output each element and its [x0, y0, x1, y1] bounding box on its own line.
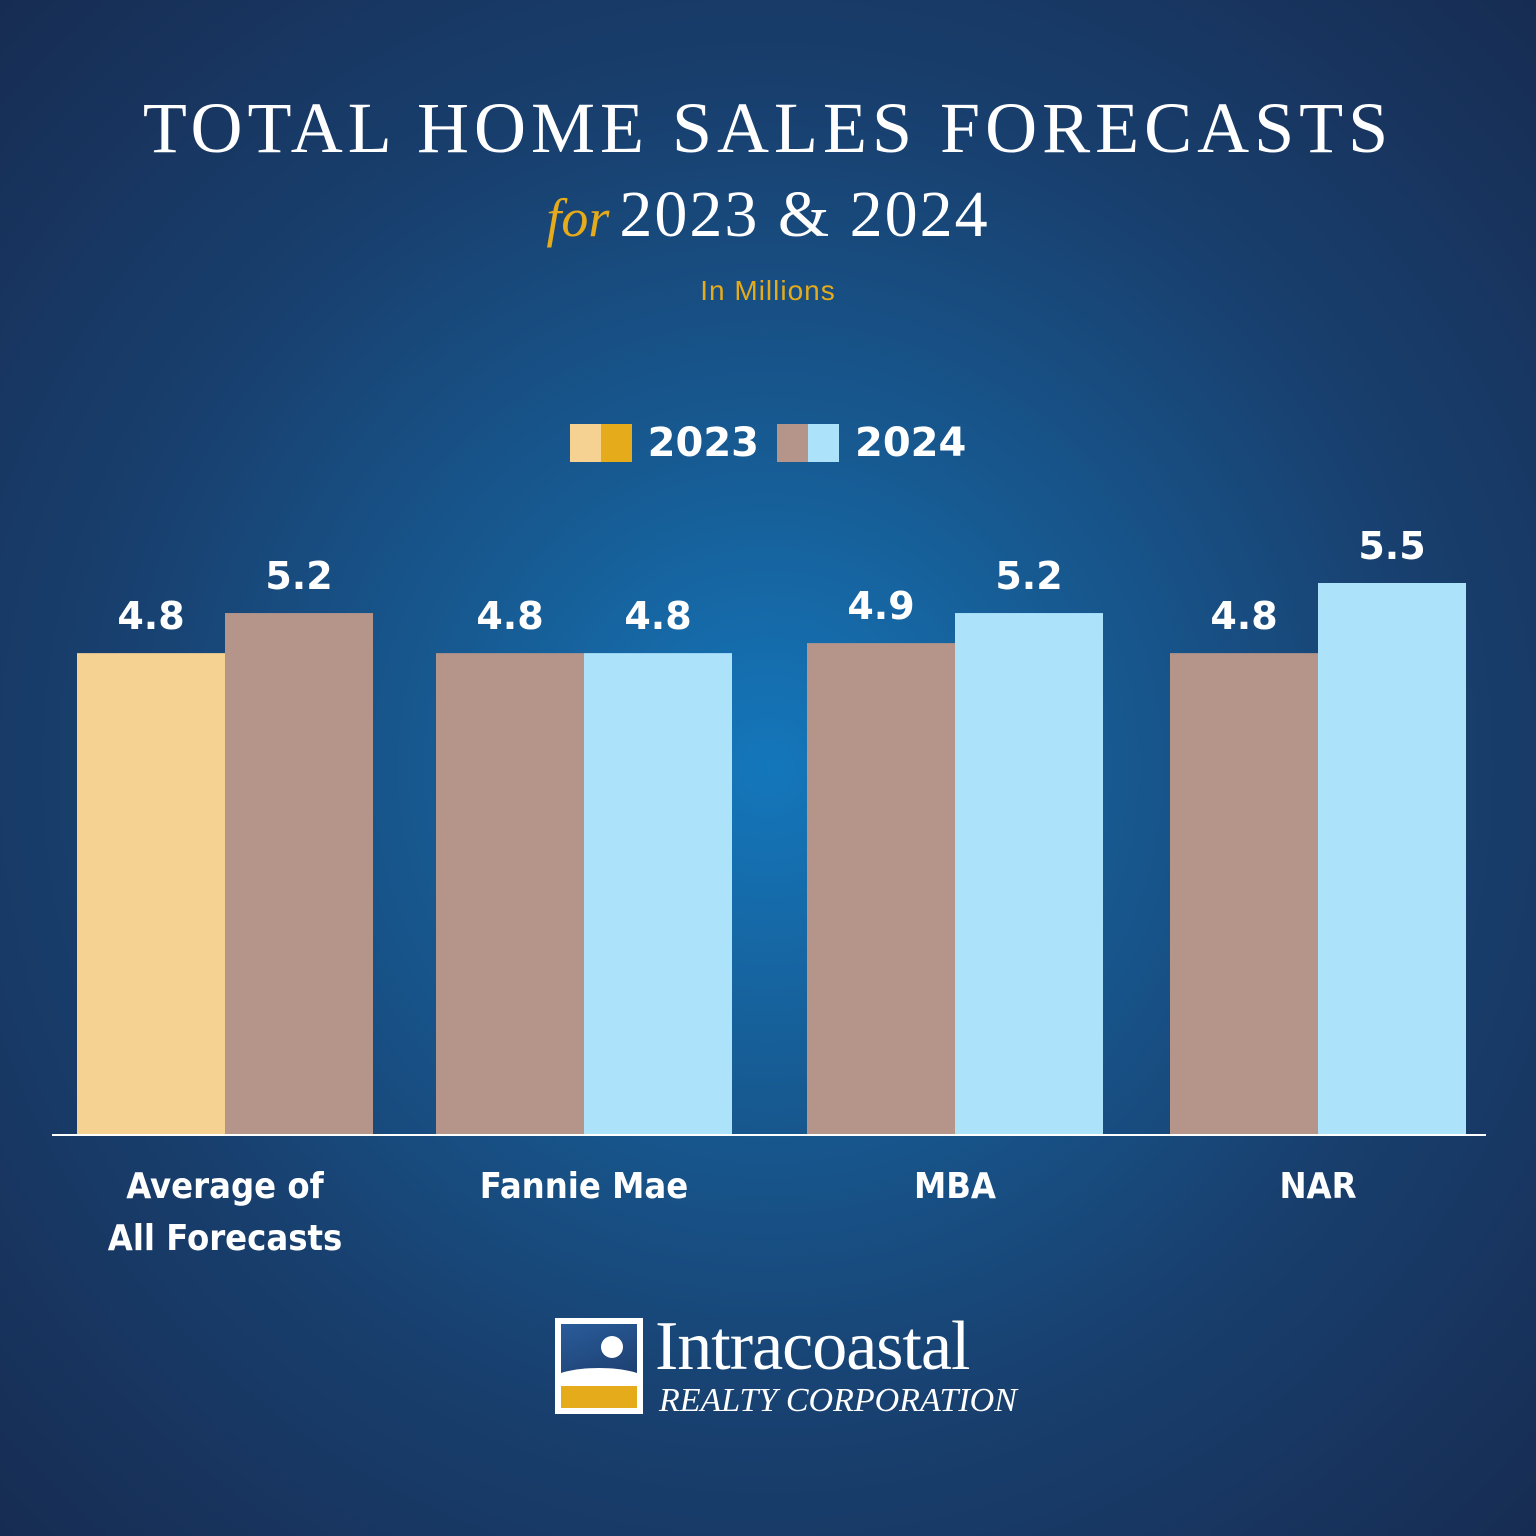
- chart-title: TOTAL HOME SALES FORECASTS: [142, 88, 1394, 168]
- value-label-2023-1: 4.8: [476, 594, 543, 638]
- category-label-0-1: All Forecasts: [108, 1218, 343, 1259]
- legend-item-2023: 2023: [569, 420, 759, 466]
- category-label-3-0: NAR: [1279, 1166, 1356, 1207]
- value-label-2024-0: 5.2: [265, 554, 332, 598]
- legend-item-2024: 2024: [777, 420, 966, 466]
- legend: 2023 2024: [0, 418, 1536, 468]
- bar-2023-3: [1170, 653, 1318, 1134]
- units-label: In Millions: [700, 275, 836, 306]
- chart-subtitle: for 2023 & 2024: [0, 182, 1536, 248]
- value-label-2024-2: 5.2: [995, 554, 1062, 598]
- legend-swatch-2023: [569, 424, 632, 462]
- value-label-2023-3: 4.8: [1210, 594, 1277, 638]
- bar-2023-1: [436, 653, 584, 1134]
- subtitle-years: 2023 & 2024: [619, 178, 990, 251]
- bar-2024-0: [225, 613, 373, 1134]
- category-label-2-0: MBA: [914, 1166, 996, 1207]
- value-label-2023-2: 4.9: [847, 584, 914, 628]
- value-label-2024-1: 4.8: [624, 594, 691, 638]
- category-label-0-0: Average of: [126, 1166, 324, 1207]
- logo-name: Intracoastal: [655, 1308, 970, 1385]
- legend-label-2023: 2023: [647, 420, 759, 466]
- bar-2024-1: [584, 653, 732, 1134]
- category-label-1-0: Fannie Mae: [480, 1166, 688, 1207]
- subtitle-prefix: for: [546, 188, 610, 248]
- value-label-2024-3: 5.5: [1358, 524, 1425, 568]
- bar-2024-3: [1318, 583, 1466, 1134]
- bar-2023-0: [77, 653, 225, 1134]
- value-label-2023-0: 4.8: [117, 594, 184, 638]
- legend-label-2024: 2024: [855, 420, 967, 466]
- logo-mark-icon: [555, 1318, 643, 1414]
- company-logo: Intracoastal REALTY CORPORATION: [555, 1312, 1035, 1419]
- legend-swatch-2024: [777, 424, 839, 462]
- bar-2024-2: [955, 613, 1103, 1134]
- bar-2023-2: [807, 643, 955, 1134]
- bar-chart: 4.8 5.2 Average of All Forecasts 4.8 4.8 Fanni…: [77, 524, 1466, 1259]
- logo-subtitle: REALTY CORPORATION: [659, 1382, 1017, 1419]
